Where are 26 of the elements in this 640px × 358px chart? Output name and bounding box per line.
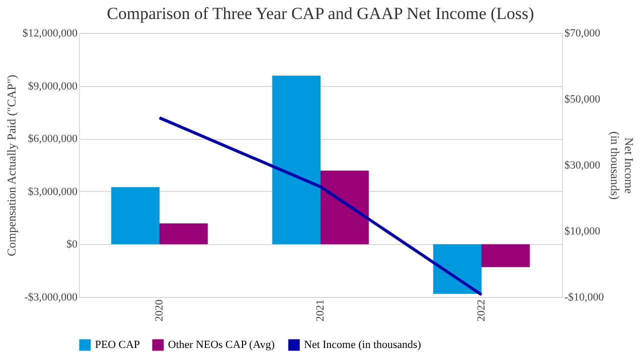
bar — [272, 76, 320, 244]
y2-tick-label: $50,000 — [564, 94, 601, 106]
x-tick-label: 2022 — [476, 300, 488, 322]
y2-tick-label: $70,000 — [564, 28, 601, 40]
y-tick-label: $0 — [66, 238, 78, 251]
y-tick-label: $3,000,000 — [28, 186, 78, 198]
y-axis-title: Compensation Actually Paid ("CAP") — [4, 74, 18, 256]
y2-axis-title: Net Income (in thousands) — [608, 131, 636, 200]
y-tick-label: -$3,000,000 — [24, 292, 78, 304]
y-tick-label: $12,000,000 — [22, 28, 78, 40]
y2-tick-label: $30,000 — [564, 160, 601, 172]
y-tick-label: $9,000,000 — [28, 80, 78, 92]
y-tick-label: $6,000,000 — [28, 133, 78, 146]
bar — [433, 244, 482, 294]
legend-label: Net Income (in thousands) — [304, 339, 422, 351]
x-tick-label: 2021 — [314, 300, 326, 322]
bar — [320, 170, 369, 244]
bar — [482, 244, 530, 268]
legend-label: Other NEOs CAP (Avg) — [168, 339, 275, 351]
legend-label: PEO CAP — [95, 339, 140, 351]
bar — [111, 187, 160, 244]
y2-tick-label: $10,000 — [564, 226, 601, 238]
y2-tick-label: -$10,000 — [564, 292, 604, 304]
x-tick-label: 2020 — [154, 299, 166, 322]
bar — [160, 223, 208, 244]
chart-title: Comparison of Three Year CAP and GAAP Net Income (Loss) — [106, 4, 534, 23]
